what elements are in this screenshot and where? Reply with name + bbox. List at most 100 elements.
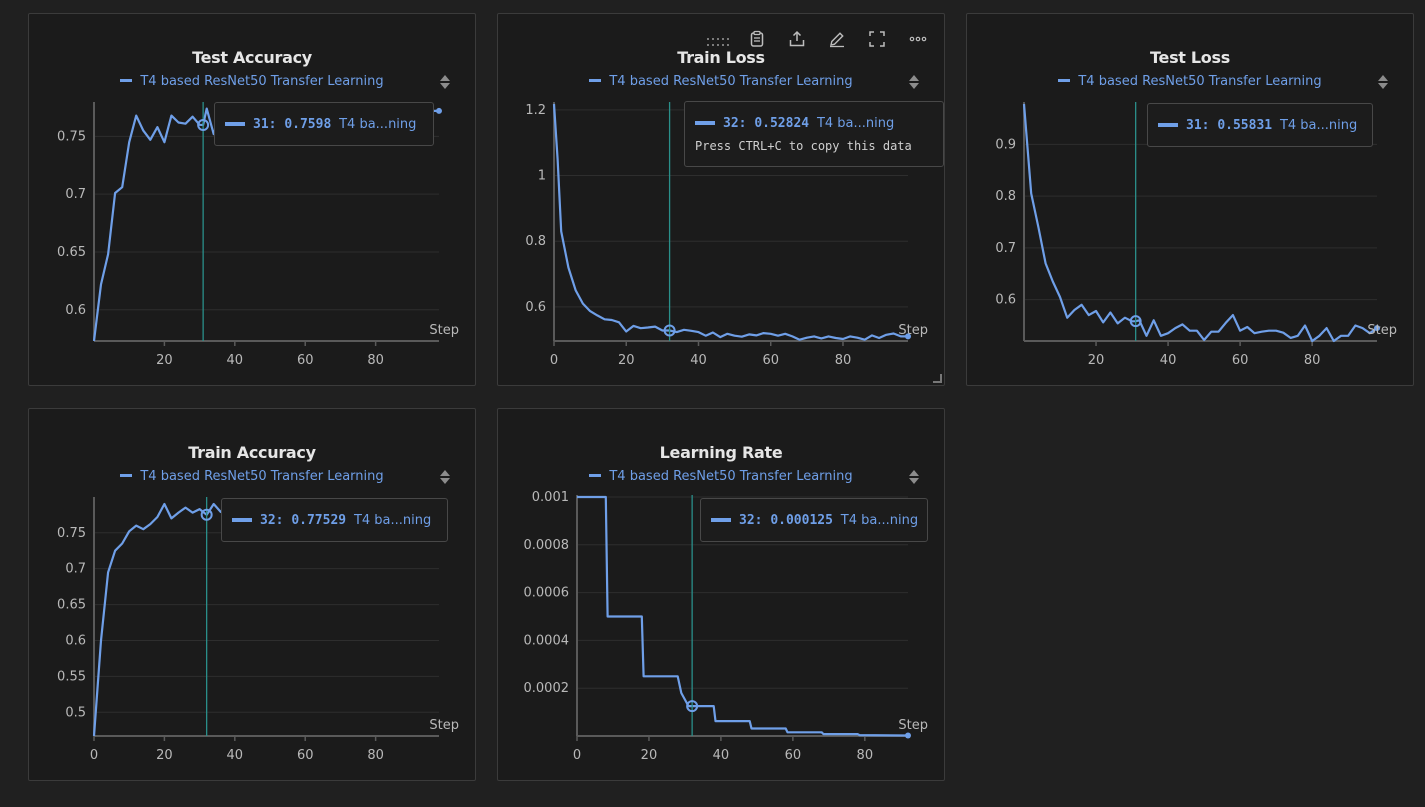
tooltip-value: 0.000125 — [770, 513, 833, 528]
series-end-point — [436, 107, 442, 114]
y-tick-label: 0.001 — [532, 490, 569, 505]
value-tooltip: 32: 0.52824 T4 ba...ning Press CTRL+C to… — [684, 101, 944, 167]
y-tick-label: 1.2 — [525, 103, 546, 118]
x-tick-label: 60 — [762, 353, 779, 368]
y-tick-label: 1 — [538, 169, 546, 184]
x-tick-label: 0 — [550, 353, 558, 368]
panel-learning-rate[interactable]: Learning Rate T4 based ResNet50 Transfer… — [497, 408, 945, 781]
tooltip-step: 32 — [723, 116, 739, 131]
tooltip-series-name: T4 ba...ning — [816, 116, 895, 131]
hover-point — [1129, 315, 1142, 328]
y-tick-label: 0.7 — [65, 187, 86, 202]
y-tick-label: 0.0006 — [524, 586, 570, 601]
tooltip-step: 32 — [739, 513, 755, 528]
sort-icon[interactable] — [908, 74, 920, 92]
fullscreen-icon[interactable] — [868, 30, 892, 54]
y-tick-label: 0.55 — [57, 669, 86, 684]
x-tick-label: 60 — [297, 748, 314, 763]
y-tick-label: 0.0002 — [524, 681, 570, 696]
x-axis-title: Step — [1367, 323, 1397, 338]
resize-handle-icon[interactable] — [933, 374, 942, 383]
series-end-point — [1374, 325, 1380, 332]
panel-toolbar — [498, 30, 946, 54]
more-icon[interactable] — [908, 30, 932, 54]
legend-label: T4 based ResNet50 Transfer Learning — [609, 74, 853, 89]
x-tick-label: 20 — [618, 353, 635, 368]
series-line — [1022, 103, 1378, 343]
chart-svg[interactable]: 0.5 0.55 0.6 0.65 0.7 0.75 0 20 40 60 80 Step — [29, 409, 477, 782]
y-tick-label: 0.75 — [57, 526, 86, 541]
y-tick-label: 0.8 — [525, 234, 546, 249]
y-tick-label: 0.7 — [65, 562, 86, 577]
chart-title: Learning Rate — [659, 443, 783, 462]
series-end-point — [905, 732, 911, 739]
hover-point — [197, 119, 210, 132]
tooltip-step: 31 — [253, 117, 269, 132]
chart-title: Test Accuracy — [192, 48, 312, 67]
x-tick-label: 40 — [1160, 353, 1177, 368]
series-line — [577, 495, 909, 737]
tooltip-swatch — [232, 517, 252, 522]
x-tick-label: 80 — [1304, 353, 1321, 368]
sort-icon[interactable] — [439, 469, 451, 487]
series-end-point — [905, 333, 911, 340]
y-tick-label: 0.9 — [995, 137, 1016, 152]
tooltip-series-name: T4 ba...ning — [1279, 118, 1358, 133]
tooltip-swatch — [695, 120, 715, 125]
y-tick-label: 0.65 — [57, 245, 86, 260]
sort-icon[interactable] — [1377, 74, 1389, 92]
chart-svg[interactable]: 0.6 0.8 1 1.2 0 20 40 60 80 Step — [498, 14, 946, 387]
x-axis-title: Step — [898, 718, 928, 733]
x-tick-label: 80 — [367, 748, 384, 763]
sort-icon[interactable] — [908, 469, 920, 487]
value-tooltip: 31: 0.7598 T4 ba...ning — [214, 102, 434, 146]
y-tick-label: 0.0004 — [524, 633, 570, 648]
tooltip-series-name: T4 ba...ning — [840, 513, 919, 528]
chart-legend: T4 based ResNet50 Transfer Learning — [29, 74, 475, 89]
x-tick-label: 80 — [367, 353, 384, 368]
y-tick-label: 0.6 — [995, 293, 1016, 308]
clipboard-icon[interactable] — [748, 30, 772, 54]
chart-legend: T4 based ResNet50 Transfer Learning — [498, 74, 944, 89]
y-tick-label: 0.0008 — [524, 538, 570, 553]
legend-swatch — [589, 474, 602, 477]
y-tick-label: 0.75 — [57, 129, 86, 144]
x-tick-label: 20 — [156, 748, 173, 763]
tooltip-step: 32 — [260, 513, 276, 528]
panel-train-loss[interactable]: Train Loss T4 based ResNet50 Transfer Le… — [497, 13, 945, 386]
tooltip-value: 0.77529 — [291, 513, 347, 528]
chart-title: Train Accuracy — [188, 443, 316, 462]
sort-icon[interactable] — [439, 74, 451, 92]
drag-handle-icon[interactable] — [706, 30, 730, 54]
panel-train-accuracy[interactable]: Train Accuracy T4 based ResNet50 Transfe… — [28, 408, 476, 781]
hover-point — [200, 508, 213, 521]
legend-swatch — [120, 474, 133, 477]
hover-point — [686, 700, 699, 713]
x-tick-label: 40 — [690, 353, 707, 368]
tooltip-value: 0.55831 — [1217, 118, 1273, 133]
share-icon[interactable] — [788, 30, 812, 54]
x-axis-title: Step — [898, 323, 928, 338]
x-tick-label: 20 — [641, 748, 658, 763]
y-tick-label: 0.5 — [65, 705, 86, 720]
x-tick-label: 60 — [1232, 353, 1249, 368]
panel-test-accuracy[interactable]: Test Accuracy T4 based ResNet50 Transfer… — [28, 13, 476, 386]
chart-svg[interactable]: 0.6 0.65 0.7 0.75 20 40 60 80 Step — [29, 14, 477, 387]
legend-label: T4 based ResNet50 Transfer Learning — [140, 469, 384, 484]
panel-test-loss[interactable]: Test Loss T4 based ResNet50 Transfer Lea… — [966, 13, 1414, 386]
edit-icon[interactable] — [828, 30, 852, 54]
chart-svg[interactable]: 0.6 0.7 0.8 0.9 20 40 60 80 Step — [967, 14, 1415, 387]
chart-svg[interactable]: 0.0002 0.0004 0.0006 0.0008 0.001 0 20 40 60 80 St… — [498, 409, 946, 782]
x-tick-label: 20 — [1088, 353, 1105, 368]
x-tick-label: 40 — [227, 748, 244, 763]
y-tick-label: 0.6 — [65, 633, 86, 648]
tooltip-step: 31 — [1186, 118, 1202, 133]
tooltip-series-name: T4 ba...ning — [353, 513, 432, 528]
value-tooltip: 32: 0.77529 T4 ba...ning — [221, 498, 448, 542]
chart-legend: T4 based ResNet50 Transfer Learning — [967, 74, 1413, 89]
legend-label: T4 based ResNet50 Transfer Learning — [609, 469, 853, 484]
tooltip-value: 0.52824 — [754, 116, 810, 131]
chart-title: Test Loss — [1150, 48, 1230, 67]
x-axis-title: Step — [429, 323, 459, 338]
value-tooltip: 31: 0.55831 T4 ba...ning — [1147, 103, 1373, 147]
